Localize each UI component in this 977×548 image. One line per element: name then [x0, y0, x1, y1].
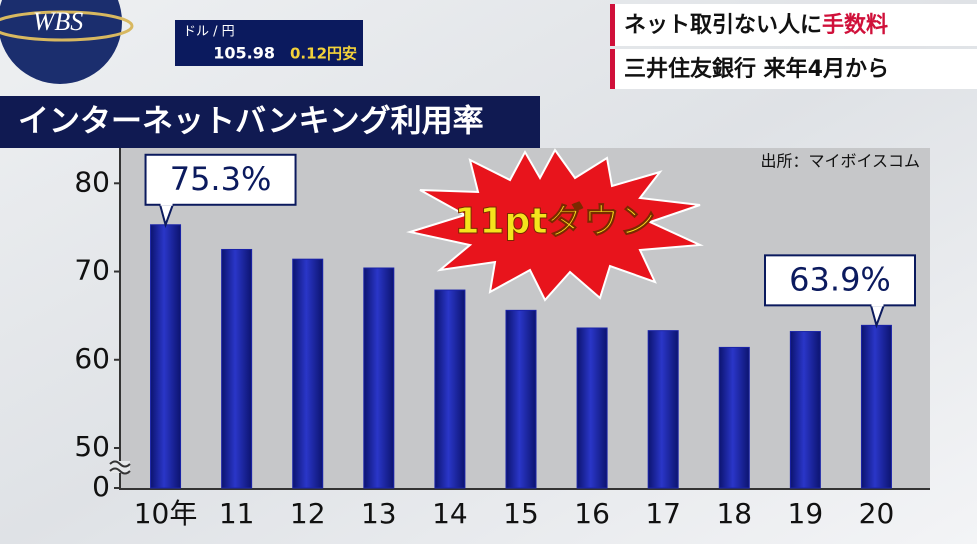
- axis-break-gap: [110, 461, 130, 473]
- y-tick-label: 70: [74, 254, 110, 287]
- y-tick-label: 50: [74, 430, 110, 463]
- logo-ring: [0, 10, 134, 42]
- bar: [576, 327, 608, 489]
- axis-break: [109, 460, 131, 468]
- callout-pointer: [158, 202, 175, 229]
- x-tick-label: 20: [859, 497, 895, 530]
- subheadline-accent: [610, 49, 615, 89]
- headline-box: [610, 4, 977, 46]
- bar: [789, 331, 821, 489]
- bar: [150, 224, 182, 489]
- chart-title: インターネットバンキング利用率: [18, 104, 484, 140]
- x-tick-label: 15: [503, 497, 539, 530]
- bar: [860, 324, 892, 489]
- bar: [292, 258, 324, 489]
- value-label: 75.3%: [170, 160, 272, 198]
- fx-label: ドル / 円: [183, 25, 235, 40]
- callout-box: [764, 254, 916, 307]
- x-tick-label: 10年: [134, 497, 198, 530]
- x-tick-label: 11: [219, 497, 255, 530]
- bar: [718, 346, 750, 489]
- subheadline: 三井住友銀行 来年4月から: [624, 56, 889, 82]
- source: 出所：マイボイスコム: [760, 152, 920, 171]
- fx-rate: 105.98: [213, 44, 275, 63]
- title-banner: [0, 96, 540, 148]
- value-label: 63.9%: [789, 260, 891, 298]
- bar: [505, 309, 537, 489]
- y-tick-label: 60: [74, 342, 110, 375]
- subheadline-box: [610, 49, 977, 89]
- x-tick-label: 18: [716, 497, 752, 530]
- bar: [434, 289, 466, 489]
- callout-box: [144, 153, 297, 206]
- callout-join: [160, 200, 173, 206]
- callout-join: [871, 301, 884, 307]
- x-tick-label: 13: [361, 497, 397, 530]
- logo-disc: [0, 0, 122, 84]
- x-tick-label: 12: [290, 497, 326, 530]
- callout-pointer: [869, 303, 886, 329]
- headline: ネット取引ない人に手数料: [624, 12, 888, 38]
- headline-accent: [610, 4, 615, 46]
- annotation: 11ptダウン: [454, 201, 655, 242]
- annotation-burst: [406, 148, 704, 302]
- logo: WBS: [33, 7, 84, 36]
- x-tick-label: 17: [645, 497, 681, 530]
- x-tick-label: 14: [432, 497, 468, 530]
- fx-change: 0.12円安: [290, 45, 357, 63]
- bar: [363, 267, 395, 489]
- x-tick-label: 19: [788, 497, 824, 530]
- y-tick-label: 80: [74, 165, 110, 198]
- bar: [221, 248, 253, 489]
- bar: [647, 330, 679, 489]
- fx-box: [175, 20, 363, 66]
- y-tick-label: 0: [92, 470, 110, 503]
- axis-break: [109, 467, 131, 475]
- x-tick-label: 16: [574, 497, 610, 530]
